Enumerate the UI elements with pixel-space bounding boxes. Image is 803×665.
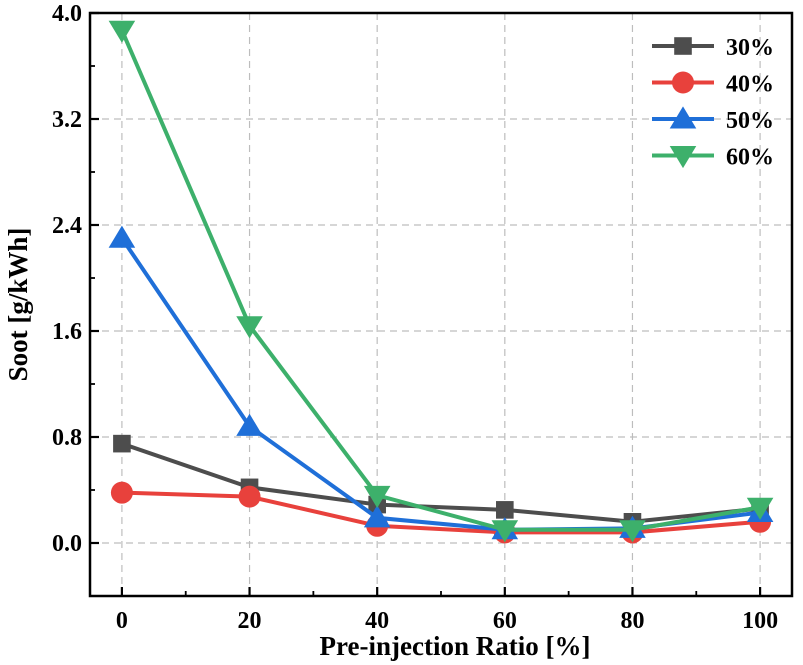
data-point xyxy=(236,413,263,436)
legend-label: 40% xyxy=(726,72,774,98)
x-tick-label: 40 xyxy=(365,608,389,634)
legend-item: 40% xyxy=(652,71,774,98)
data-point xyxy=(496,501,514,519)
data-point xyxy=(746,497,774,520)
data-point xyxy=(491,520,519,543)
series xyxy=(108,20,774,544)
legend-item: 50% xyxy=(652,106,774,134)
x-tick-label: 100 xyxy=(742,608,778,634)
legend-marker xyxy=(669,146,697,169)
series-line xyxy=(120,29,761,532)
series-30pct xyxy=(113,434,769,531)
data-point xyxy=(238,485,261,508)
y-tick-label: 0.0 xyxy=(52,531,82,557)
series-line xyxy=(120,237,761,532)
y-tick-label: 3.2 xyxy=(52,107,82,133)
data-point xyxy=(619,520,646,543)
series-line xyxy=(121,490,761,535)
y-tick-label: 1.6 xyxy=(52,319,82,345)
legend-label: 30% xyxy=(726,35,774,61)
legend: 30% 40% 50% 60% xyxy=(652,35,774,171)
x-tick-label: 0 xyxy=(116,608,128,634)
series-60pct xyxy=(108,20,774,543)
y-tick-label: 4.0 xyxy=(52,1,82,27)
ticks: 0 20 40 60 80 100 0.0 0.8 1.6 2.4 3.2 4.0 xyxy=(52,1,778,634)
data-point xyxy=(363,485,391,508)
y-tick-label: 0.8 xyxy=(52,425,82,451)
legend-marker xyxy=(674,37,692,55)
y-tick-label: 2.4 xyxy=(52,213,82,239)
data-point xyxy=(113,434,131,453)
legend-marker xyxy=(669,106,697,129)
data-point xyxy=(108,20,136,43)
x-axis-title: Pre-injection Ratio [%] xyxy=(320,631,591,661)
data-point xyxy=(363,505,391,528)
series-line xyxy=(121,441,761,524)
legend-item: 30% xyxy=(652,35,774,61)
legend-marker xyxy=(672,71,694,94)
y-axis-title: Soot [g/kWh] xyxy=(3,228,33,382)
data-point xyxy=(108,225,136,248)
legend-item: 60% xyxy=(652,145,774,171)
data-point xyxy=(110,481,133,504)
x-tick-label: 20 xyxy=(238,608,262,634)
legend-label: 50% xyxy=(726,108,774,134)
x-tick-label: 60 xyxy=(493,608,517,634)
series-50pct xyxy=(108,225,774,540)
data-point xyxy=(236,316,263,339)
x-tick-label: 80 xyxy=(620,608,644,634)
legend-label: 60% xyxy=(726,145,774,171)
